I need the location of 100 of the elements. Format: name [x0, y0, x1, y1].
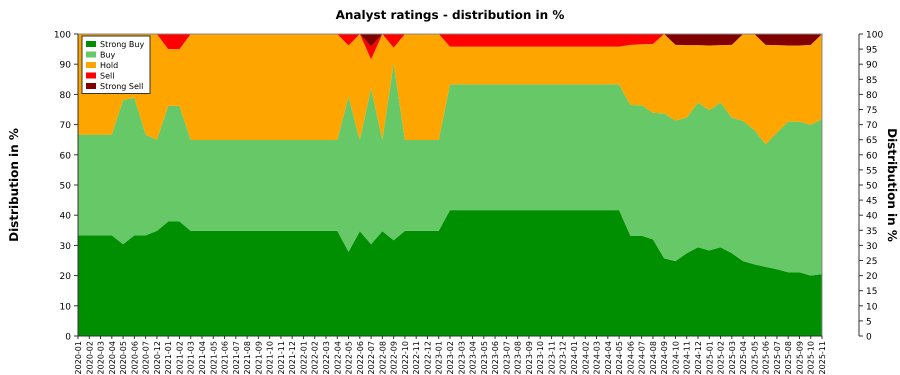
- y2-tick-label: 30: [866, 242, 878, 252]
- y2-tick-label: 45: [866, 196, 878, 207]
- x-tick-label: 2023-04: [468, 341, 478, 374]
- x-tick-label: 2024-05: [615, 341, 624, 374]
- y2-tick-label: 60: [866, 151, 878, 162]
- x-tick-label: 2022-05: [344, 341, 354, 374]
- x-tick-label: 2025-10: [806, 341, 816, 374]
- y2-tick-label: 100: [866, 30, 884, 40]
- y-axis-title: Distribution in %: [7, 128, 21, 242]
- y2-tick-label: 0: [866, 332, 872, 342]
- x-tick-label: 2022-06: [356, 341, 365, 374]
- x-tick-label: 2024-12: [694, 341, 703, 374]
- chart-title: Analyst ratings - distribution in %: [336, 8, 564, 22]
- x-tick-label: 2024-07: [638, 341, 647, 374]
- y-tick-label: 40: [60, 212, 72, 222]
- x-tick-label: 2020-02: [85, 341, 94, 374]
- x-tick-label: 2022-01: [299, 341, 308, 374]
- y-tick-label: 80: [60, 90, 72, 101]
- x-tick-label: 2023-12: [558, 341, 568, 374]
- y2-tick-label: 25: [866, 257, 878, 267]
- x-tick-label: 2023-07: [502, 341, 512, 374]
- x-tick-label: 2025-09: [795, 341, 804, 374]
- x-tick-label: 2025-03: [728, 341, 737, 374]
- x-tick-label: 2022-02: [310, 341, 320, 374]
- y2-tick-label: 10: [866, 302, 878, 312]
- x-tick-label: 2024-10: [671, 341, 680, 374]
- x-tick-label: 2025-07: [772, 341, 782, 374]
- x-tick-label: 2022-10: [400, 341, 410, 374]
- y2-tick-label: 90: [866, 60, 878, 71]
- y-tick-label: 70: [60, 121, 72, 132]
- x-tick-label: 2023-11: [547, 341, 556, 374]
- legend-label: Strong Sell: [100, 82, 144, 91]
- y-tick-label: 0: [65, 332, 72, 342]
- x-tick-label: 2021-12: [288, 341, 298, 374]
- x-tick-label: 2021-09: [254, 341, 264, 374]
- y-tick-label: 50: [60, 182, 72, 192]
- x-tick-label: 2020-05: [119, 341, 128, 374]
- x-tick-label: 2020-03: [96, 341, 106, 374]
- x-tick-label: 2025-06: [762, 341, 771, 374]
- x-tick-label: 2020-12: [152, 341, 162, 374]
- x-tick-label: 2023-10: [536, 341, 546, 374]
- x-tick-label: 2023-09: [524, 341, 534, 374]
- y2-tick-label: 95: [866, 46, 878, 56]
- x-tick-label: 2020-01: [74, 341, 83, 374]
- x-tick-label: 2022-08: [378, 341, 388, 374]
- x-tick-label: 2023-05: [480, 341, 489, 374]
- y2-tick-label: 80: [866, 90, 878, 101]
- y2-tick-label: 70: [866, 121, 878, 132]
- y2-tick-label: 65: [866, 136, 878, 146]
- x-tick-label: 2023-03: [457, 341, 466, 374]
- x-tick-label: 2025-11: [818, 341, 827, 374]
- x-tick-label: 2022-11: [412, 341, 422, 374]
- y2-tick-label: 20: [866, 272, 878, 282]
- x-tick-label: 2025-05: [750, 341, 760, 374]
- x-tick-label: 2020-04: [108, 341, 117, 374]
- x-tick-label: 2021-10: [266, 341, 275, 374]
- x-tick-label: 2023-01: [434, 341, 444, 374]
- y-tick-label: 60: [60, 151, 72, 162]
- y-tick-label: 30: [60, 242, 72, 252]
- x-tick-label: 2025-04: [739, 341, 748, 374]
- y2-tick-label: 85: [866, 76, 878, 86]
- x-tick-label: 2020-07: [142, 341, 151, 374]
- y2-tick-label: 15: [866, 287, 878, 298]
- x-tick-label: 2025-01: [705, 341, 714, 374]
- y2-tick-label: 5: [866, 317, 872, 328]
- x-tick-label: 2021-06: [220, 341, 230, 374]
- x-tick-label: 2023-08: [514, 341, 523, 374]
- y2-axis-title: Distribution in %: [885, 128, 899, 242]
- x-tick-label: 2021-02: [175, 341, 184, 374]
- x-tick-label: 2021-08: [243, 341, 252, 374]
- x-tick-label: 2021-05: [209, 341, 218, 374]
- legend-label: Hold: [100, 61, 118, 70]
- x-tick-label: 2022-04: [333, 341, 342, 374]
- x-tick-label: 2024-02: [581, 341, 590, 374]
- x-tick-label: 2024-01: [570, 341, 579, 374]
- x-tick-label: 2022-09: [390, 341, 399, 374]
- x-tick-label: 2025-02: [716, 341, 726, 374]
- x-tick-label: 2022-03: [322, 341, 331, 374]
- x-tick-label: 2021-04: [198, 341, 207, 374]
- y-tick-label: 20: [60, 272, 72, 282]
- legend-label: Buy: [100, 50, 116, 60]
- y-tick-label: 90: [60, 60, 72, 71]
- x-tick-label: 2023-06: [491, 341, 500, 374]
- x-tick-label: 2020-06: [130, 341, 140, 374]
- x-tick-label: 2024-09: [660, 341, 670, 374]
- y-tick-label: 100: [54, 30, 72, 40]
- x-tick-label: 2025-08: [784, 341, 794, 374]
- y2-tick-label: 40: [866, 212, 878, 222]
- x-tick-label: 2024-08: [648, 341, 658, 374]
- y2-tick-label: 50: [866, 182, 878, 192]
- y2-tick-label: 75: [866, 106, 878, 116]
- x-tick-label: 2024-06: [626, 341, 636, 374]
- y-tick-label: 10: [60, 302, 72, 312]
- y2-tick-label: 35: [866, 226, 878, 237]
- y2-tick-label: 55: [866, 166, 878, 176]
- x-tick-label: 2024-11: [682, 341, 692, 374]
- x-tick-label: 2021-07: [232, 341, 241, 374]
- x-tick-label: 2023-02: [446, 341, 455, 374]
- x-tick-label: 2021-03: [186, 341, 196, 374]
- x-tick-label: 2021-11: [276, 341, 286, 374]
